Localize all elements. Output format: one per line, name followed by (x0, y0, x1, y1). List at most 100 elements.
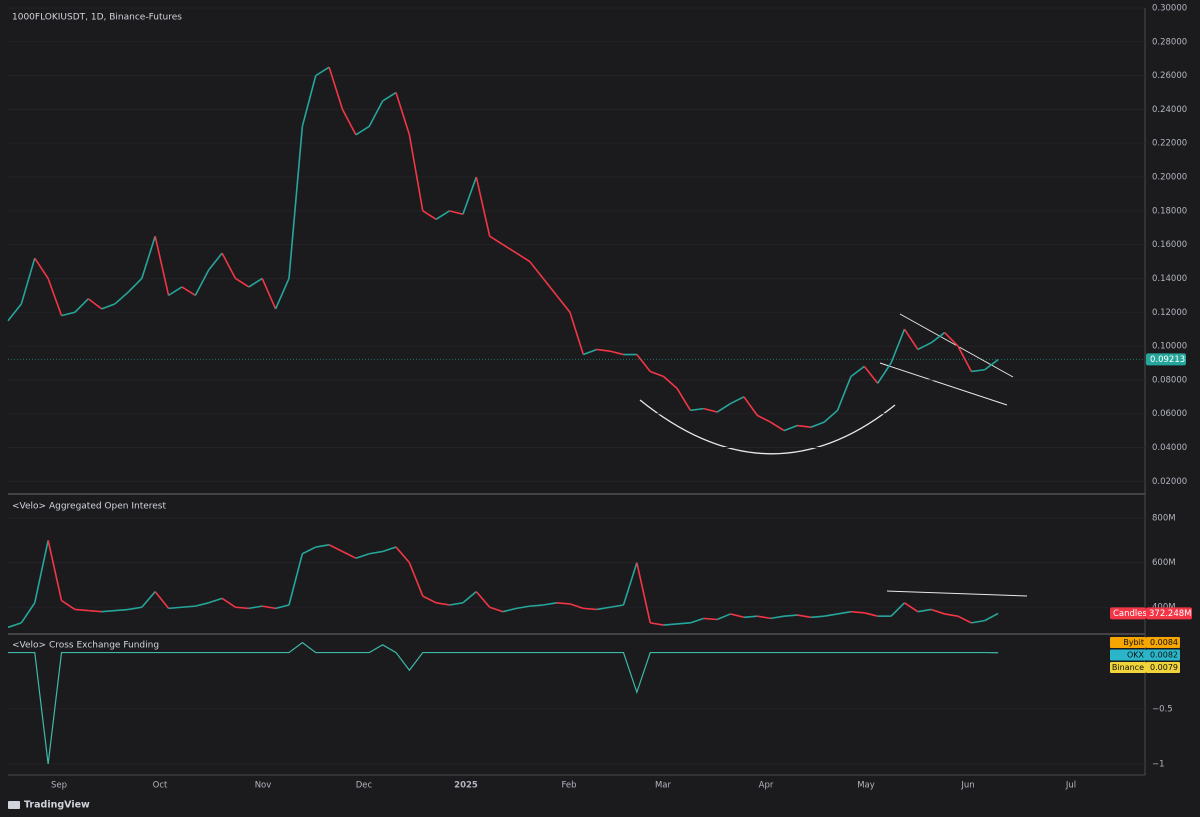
y-tick-label: 0.22000 (1152, 139, 1187, 149)
price-segment (529, 604, 544, 607)
price-segment (221, 597, 236, 608)
price-segment (368, 100, 384, 127)
price-segment (609, 604, 624, 609)
price-segment (836, 376, 852, 411)
price-segment (275, 604, 290, 610)
price-segment (74, 298, 89, 313)
price-segment (141, 235, 156, 279)
price-segment (957, 615, 972, 624)
price-segment (930, 331, 946, 344)
price-segment (221, 252, 237, 279)
y-tick-label: 0.04000 (1152, 443, 1187, 453)
price-segment (596, 348, 611, 352)
price-segment (663, 375, 678, 389)
price-segment (261, 278, 277, 310)
x-tick-label: Oct (153, 781, 168, 791)
x-tick-label: 2025 (454, 781, 478, 791)
price-segment (168, 286, 183, 297)
price-segment (810, 421, 825, 428)
brand: TradingView (24, 800, 90, 811)
funding-value: 0.0079 (1150, 663, 1178, 672)
price-segment (596, 606, 611, 611)
price-segment (823, 409, 839, 423)
last-price-badge (1146, 353, 1186, 366)
price-segment (757, 615, 771, 620)
price-segment (181, 605, 196, 609)
price-segment (917, 341, 932, 351)
funding-value-badge (1146, 662, 1180, 673)
x-tick-label: Dec (356, 781, 373, 791)
price-segment (583, 348, 598, 356)
price-segment (436, 601, 450, 606)
price-segment (382, 546, 397, 553)
price-segment (609, 350, 624, 356)
y-tick-label: 800M (1152, 514, 1176, 524)
price-segment (555, 294, 571, 313)
price-segment (529, 261, 544, 279)
funding-value: 0.0084 (1150, 638, 1178, 647)
price-segment (235, 606, 249, 610)
funding-name-badge (1110, 637, 1146, 648)
price-segment (837, 610, 852, 615)
price-segment (944, 332, 959, 347)
price-segment (944, 613, 959, 617)
price-segment (7, 622, 22, 629)
price-segment (369, 550, 383, 555)
price-segment (395, 92, 411, 136)
price-segment (703, 617, 718, 621)
price-segment (649, 370, 664, 378)
price-segment (128, 606, 142, 611)
price-segment (877, 362, 892, 384)
price-segment (984, 612, 999, 622)
price-segment (783, 424, 798, 432)
price-segment (569, 603, 584, 610)
funding-line (8, 641, 999, 765)
price-segment (863, 365, 879, 384)
oi-value: 372.248M (1149, 609, 1191, 619)
price-segment (47, 540, 63, 601)
price-segment (181, 286, 196, 297)
price-segment (408, 562, 424, 597)
x-tick-label: Nov (255, 781, 272, 791)
y-tick-label: 0.28000 (1152, 37, 1187, 47)
price-segment (33, 540, 49, 603)
oi-name-badge (1110, 607, 1146, 620)
price-segment (690, 407, 704, 412)
price-segment (101, 609, 116, 613)
y-tick-label: 0.16000 (1152, 240, 1187, 250)
price-segment (7, 303, 23, 322)
price-segment (850, 610, 865, 614)
price-segment (864, 612, 878, 617)
price-segment (716, 613, 731, 621)
price-segment (449, 601, 464, 606)
y-tick-label: 0.24000 (1152, 105, 1187, 115)
price-segment (783, 614, 798, 617)
indicator-title: <Velo> Aggregated Open Interest (12, 502, 166, 512)
price-segment (195, 602, 209, 607)
price-segment (703, 407, 718, 413)
tv-logo (8, 801, 20, 809)
price-segment (770, 615, 785, 620)
price-segment (34, 257, 49, 279)
y-tick-label: 0.30000 (1152, 4, 1187, 14)
price-segment (502, 243, 517, 254)
price-segment (315, 66, 330, 77)
price-segment (489, 235, 504, 246)
funding-name: Binance (1112, 663, 1144, 672)
funding-value-badge (1146, 637, 1180, 648)
price-segment (475, 176, 491, 237)
price-segment (395, 546, 411, 564)
price-segment (542, 277, 558, 296)
price-segment (890, 328, 906, 364)
y-tick-label: 0.10000 (1152, 342, 1187, 352)
y-tick-label: 0.02000 (1152, 477, 1187, 487)
price-segment (569, 312, 585, 355)
price-segment (61, 599, 76, 611)
price-segment (824, 613, 838, 617)
price-segment (88, 609, 102, 613)
price-segment (47, 278, 63, 316)
price-segment (408, 134, 424, 211)
price-segment (342, 550, 357, 559)
price-segment (556, 601, 571, 605)
